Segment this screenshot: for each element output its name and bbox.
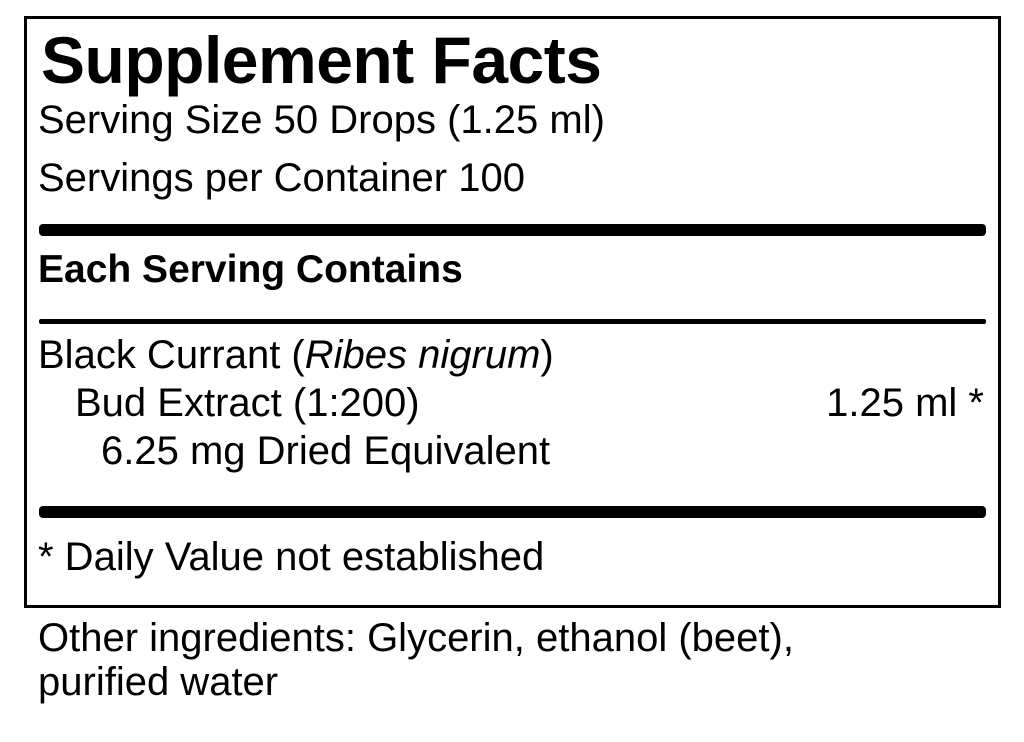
ingredient-amount: 1.25 ml *	[826, 381, 984, 425]
section-heading: Each Serving Contains	[38, 248, 463, 291]
other-ingredients-line2: purified water	[38, 660, 279, 704]
other-ingredients-line1: Other ingredients: Glycerin, ethanol (be…	[38, 616, 794, 660]
ingredient-name-suffix: )	[540, 333, 554, 377]
thin-divider	[39, 319, 986, 324]
thick-divider	[39, 224, 986, 236]
ingredient-latin-name: Ribes nigrum	[304, 333, 541, 377]
footnote: * Daily Value not established	[38, 535, 545, 579]
thick-divider	[39, 506, 986, 518]
ingredient-dried-equivalent: 6.25 mg Dried Equivalent	[101, 429, 551, 473]
servings-per-container: Servings per Container 100	[38, 156, 525, 200]
serving-size: Serving Size 50 Drops (1.25 ml)	[38, 98, 605, 142]
ingredient-extract: Bud Extract (1:200)	[75, 381, 420, 425]
supplement-facts-panel: Supplement Facts Serving Size 50 Drops (…	[24, 16, 1001, 608]
panel-title: Supplement Facts	[41, 23, 602, 97]
ingredient-name: Black Currant (Ribes nigrum)	[38, 335, 554, 375]
ingredient-name-prefix: Black Currant (	[38, 333, 305, 377]
